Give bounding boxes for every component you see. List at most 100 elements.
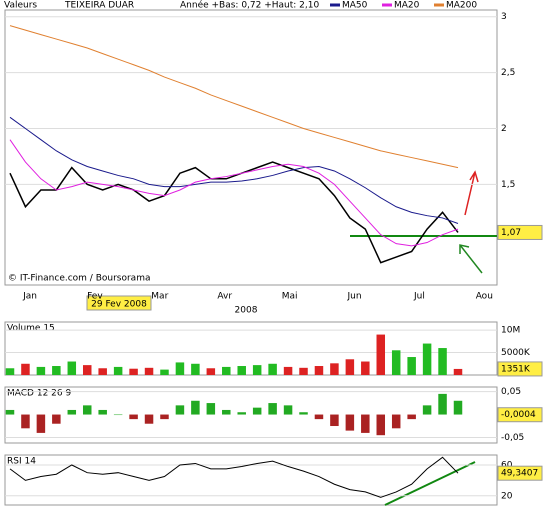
bar bbox=[67, 361, 77, 375]
bar bbox=[36, 366, 46, 375]
bar bbox=[237, 412, 246, 415]
x-tick-label: Mai bbox=[282, 292, 298, 302]
panel bbox=[4, 454, 498, 506]
bar bbox=[314, 414, 324, 420]
y-tick-label: -0,05 bbox=[501, 433, 524, 443]
y-tick-label: 10M bbox=[501, 326, 520, 336]
panel-title: Volume 15 bbox=[7, 324, 55, 334]
y-tick-label: 0,05 bbox=[501, 387, 521, 397]
x-tick-label: Aou bbox=[476, 292, 493, 302]
bar bbox=[21, 414, 30, 429]
bar bbox=[175, 405, 185, 415]
y-tick-label: 2 bbox=[501, 124, 507, 134]
bar bbox=[82, 365, 92, 375]
year-range: Année +Bas: 0,72 +Haut: 2,10 bbox=[180, 0, 319, 11]
legend-label: MA50 bbox=[342, 1, 368, 11]
bar bbox=[453, 400, 463, 415]
year-label: 2008 bbox=[235, 306, 258, 316]
y-tick-label: 20 bbox=[501, 491, 513, 501]
bar bbox=[345, 414, 355, 431]
series-line bbox=[9, 25, 459, 169]
bar bbox=[422, 343, 432, 375]
bar bbox=[113, 414, 123, 416]
bar bbox=[144, 367, 154, 375]
copyright: © IT-Finance.com / Boursorama bbox=[8, 274, 150, 284]
y-tick-label: 5000K bbox=[501, 348, 531, 358]
bar bbox=[299, 412, 308, 415]
bar bbox=[283, 366, 293, 375]
series-line bbox=[9, 116, 459, 224]
y-tick-label: 2,5 bbox=[501, 68, 515, 78]
bar bbox=[422, 405, 432, 415]
bar bbox=[314, 366, 324, 375]
bar bbox=[5, 368, 15, 375]
bar bbox=[407, 414, 416, 420]
panel bbox=[4, 9, 498, 286]
bar bbox=[160, 414, 169, 420]
date-label: 29 Fev 2008 bbox=[91, 300, 147, 310]
bar bbox=[191, 363, 200, 375]
annotation-arrow bbox=[459, 244, 483, 274]
bar bbox=[391, 350, 401, 375]
x-tick-label: Fev bbox=[87, 292, 103, 302]
bar bbox=[52, 414, 61, 424]
bar bbox=[98, 368, 107, 375]
bar bbox=[237, 366, 246, 375]
stock-name: TEIXEIRA DUAR bbox=[64, 1, 134, 11]
bar bbox=[438, 393, 447, 415]
bar bbox=[330, 414, 339, 427]
bar bbox=[67, 409, 77, 415]
bar bbox=[268, 403, 277, 415]
bar bbox=[82, 405, 92, 415]
bar bbox=[129, 414, 138, 420]
bar bbox=[222, 409, 231, 415]
bar bbox=[376, 334, 386, 375]
header-label: Valeurs bbox=[4, 1, 37, 11]
y-tick-label: 3 bbox=[501, 12, 507, 22]
current-label: 49,3407 bbox=[501, 469, 538, 479]
y-tick-label: 60 bbox=[501, 461, 513, 471]
bar bbox=[113, 366, 123, 375]
current-label: 1,07 bbox=[501, 228, 521, 238]
current-label: -0,0004 bbox=[501, 410, 536, 420]
legend-label: MA200 bbox=[446, 1, 477, 11]
y-tick-label: 1,5 bbox=[501, 180, 515, 190]
series-line bbox=[9, 456, 459, 498]
x-tick-label: Jun bbox=[346, 292, 361, 302]
bar bbox=[361, 414, 370, 433]
bar bbox=[283, 405, 293, 415]
bar bbox=[345, 359, 355, 375]
x-tick-label: Jan bbox=[22, 292, 37, 302]
bar bbox=[191, 400, 200, 415]
x-tick-label: Mar bbox=[151, 292, 168, 302]
series-line bbox=[9, 161, 459, 264]
panel bbox=[4, 386, 498, 444]
current-box bbox=[497, 224, 543, 240]
trend-line bbox=[384, 461, 476, 506]
bar bbox=[376, 414, 386, 436]
bar bbox=[160, 369, 169, 375]
legend-label: MA20 bbox=[394, 1, 420, 11]
current-label: 1351K bbox=[501, 364, 531, 374]
bar bbox=[5, 409, 15, 415]
bar bbox=[175, 362, 185, 375]
series-line bbox=[9, 139, 459, 247]
bar bbox=[361, 361, 370, 375]
bar bbox=[438, 348, 447, 375]
panel-title: RSI 14 bbox=[7, 457, 36, 467]
annotation-arrow bbox=[464, 170, 479, 216]
bar bbox=[206, 403, 216, 415]
bar bbox=[144, 414, 154, 424]
panel-title: MACD 12 26 9 bbox=[7, 389, 71, 399]
bar bbox=[98, 409, 107, 415]
bar bbox=[252, 365, 262, 375]
bar bbox=[391, 414, 401, 429]
bar bbox=[268, 363, 277, 375]
bar bbox=[453, 368, 463, 375]
bar bbox=[252, 407, 262, 415]
current-box bbox=[497, 361, 543, 377]
bar bbox=[222, 366, 231, 375]
x-tick-label: Jul bbox=[413, 292, 425, 302]
bar bbox=[129, 368, 138, 375]
